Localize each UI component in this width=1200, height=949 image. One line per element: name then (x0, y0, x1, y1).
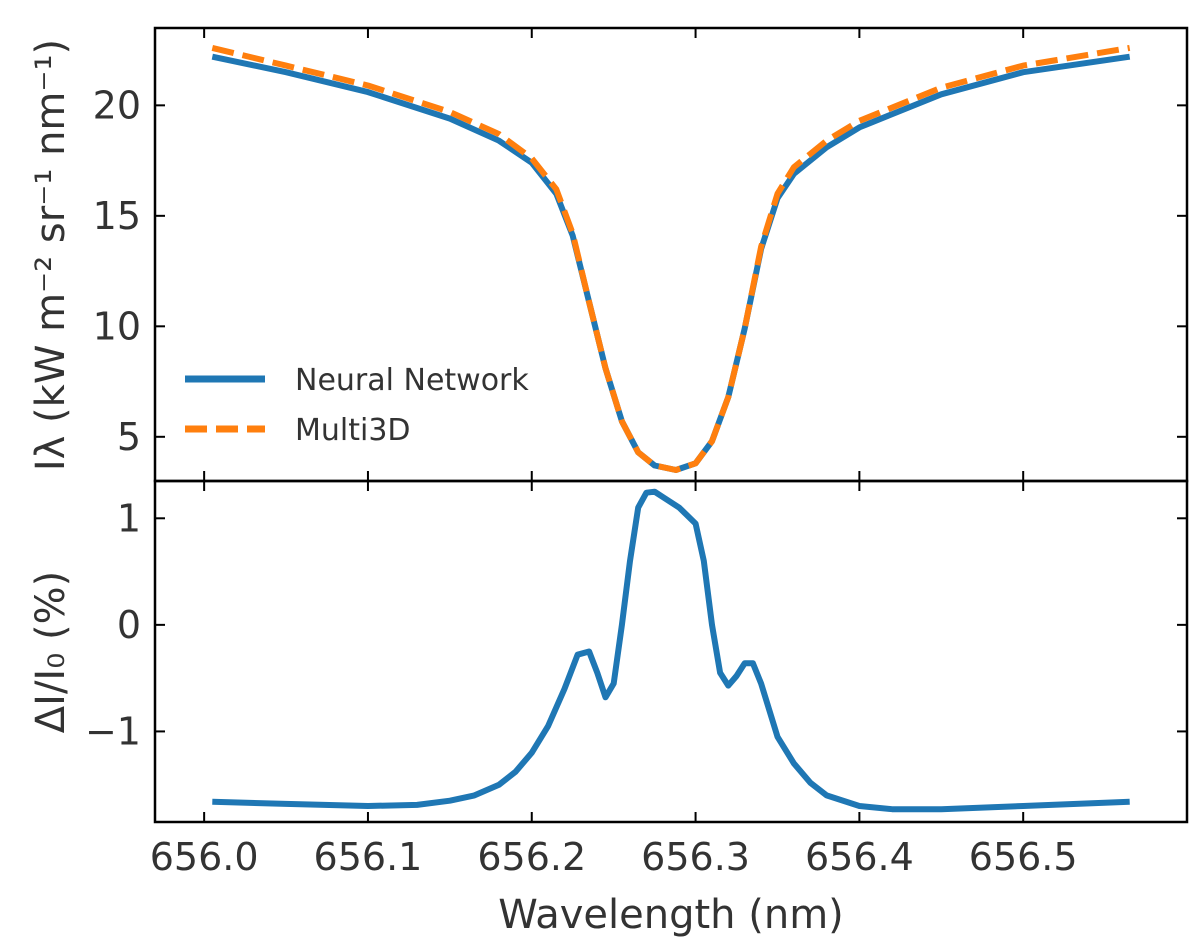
bottom-panel: −1 0 1 656.0 656.1 656.2 656.3 656.4 656.5 (85, 479, 1189, 879)
top-series-group (211, 44, 1131, 473)
top-y-tick-label: 5 (117, 415, 141, 459)
x-tick-label: 656.2 (477, 835, 586, 879)
bottom-y-axis-title: ΔI/I₀ (%) (28, 571, 74, 733)
x-tick-label: 656.0 (150, 835, 259, 879)
bottom-x-ticks: 656.0 656.1 656.2 656.3 656.4 656.5 (150, 481, 1078, 879)
legend-neural-network-label: Neural Network (295, 363, 529, 398)
bottom-y-tick-label: −1 (85, 709, 141, 753)
x-tick-label: 656.5 (969, 835, 1078, 879)
top-y-tick-label: 10 (93, 304, 141, 348)
top-x-ticks (203, 28, 1025, 481)
top-series-neural-network-line (211, 53, 1131, 473)
legend: Neural Network Multi3D (185, 363, 529, 448)
legend-multi3d-label: Multi3D (295, 413, 411, 448)
bottom-axes-frame (153, 479, 1189, 824)
top-y-tick-label: 20 (93, 83, 141, 127)
x-axis-title: Wavelength (nm) (498, 892, 844, 938)
top-y-ticks: 5 10 15 20 (93, 83, 1187, 459)
top-y-axis-title: Iλ (kW m⁻² sr⁻¹ nm⁻¹) (28, 39, 74, 471)
bottom-y-tick-label: 1 (117, 496, 141, 540)
bottom-series-group (212, 488, 1130, 813)
top-series-multi3d-line (211, 44, 1131, 473)
x-tick-label: 656.3 (641, 835, 750, 879)
top-y-tick-label: 15 (93, 194, 141, 238)
x-tick-label: 656.1 (314, 835, 423, 879)
x-tick-label: 656.4 (805, 835, 914, 879)
bottom-y-ticks: −1 0 1 (85, 496, 1187, 753)
bottom-y-tick-label: 0 (117, 603, 141, 647)
bottom-series-neural-network-line (212, 488, 1130, 813)
top-panel: 5 10 15 20 Neural Network Multi3D (93, 26, 1189, 483)
